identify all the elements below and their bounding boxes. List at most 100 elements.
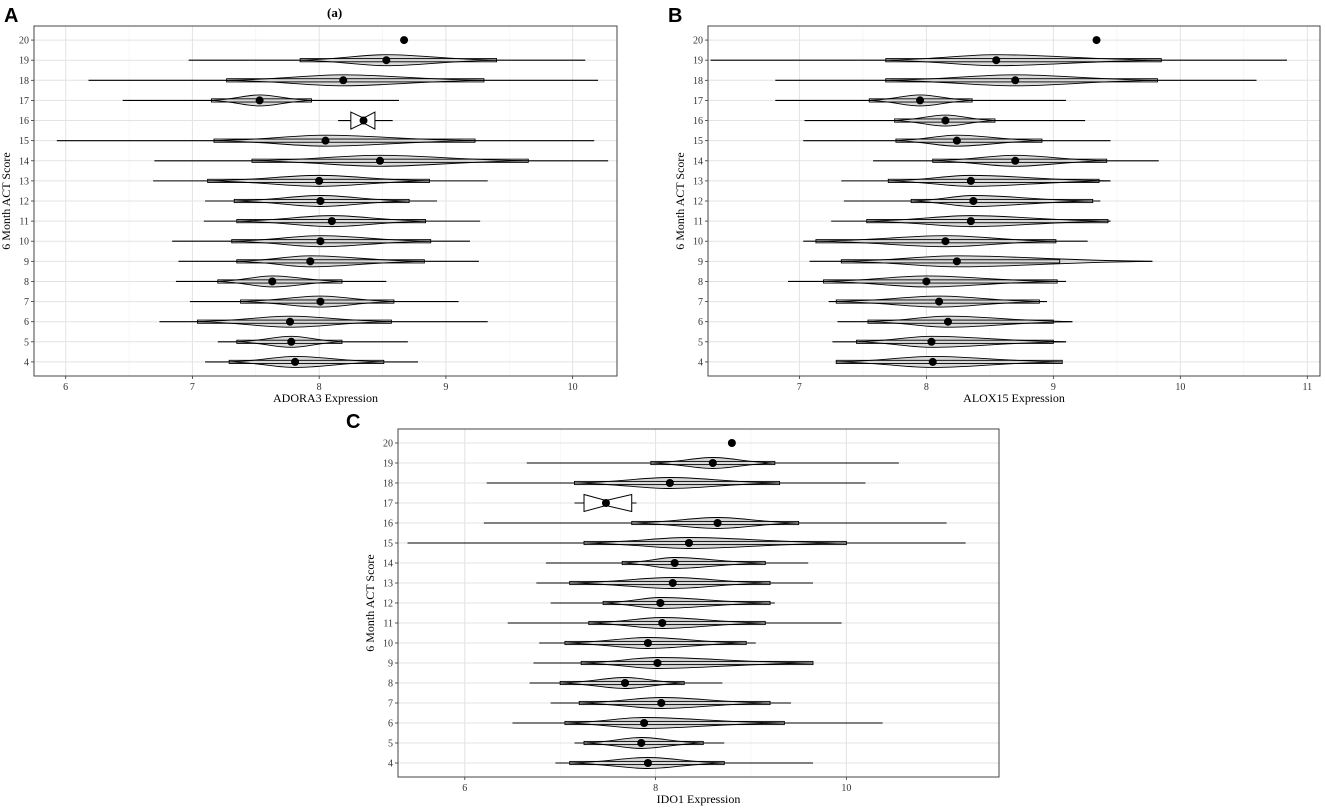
score-group-8 xyxy=(529,677,723,689)
mean-point xyxy=(287,337,296,346)
score-group-19 xyxy=(710,54,1287,67)
y-tick-label: 20 xyxy=(693,36,703,47)
y-tick-label: 16 xyxy=(383,519,393,530)
violin-shape xyxy=(584,537,847,549)
score-group-19 xyxy=(526,457,899,469)
score-group-14 xyxy=(545,557,809,569)
y-tick-label: 4 xyxy=(388,759,393,770)
y-tick-label: 5 xyxy=(388,739,393,750)
mean-point xyxy=(653,659,662,667)
mean-point xyxy=(713,519,722,527)
mean-point xyxy=(927,337,936,346)
score-group-6 xyxy=(837,315,1073,328)
box-rect xyxy=(840,259,1061,264)
violin-shape xyxy=(564,717,785,729)
y-tick-label: 18 xyxy=(383,479,393,490)
y-tick-label: 9 xyxy=(388,659,393,670)
y-tick-label: 5 xyxy=(698,337,703,348)
violin-shape xyxy=(574,477,780,489)
x-tick-label: 10 xyxy=(568,382,578,393)
y-tick-label: 19 xyxy=(693,56,703,67)
mean-point xyxy=(928,357,937,366)
box-rect xyxy=(213,138,476,143)
score-group-8 xyxy=(175,275,387,288)
score-group-16 xyxy=(804,114,1086,127)
y-tick-label: 9 xyxy=(698,257,703,268)
violin-shape xyxy=(823,275,1058,288)
y-tick-label: 7 xyxy=(24,297,29,308)
x-axis-title: IDO1 Expression xyxy=(657,792,741,806)
mean-point xyxy=(935,297,944,306)
score-group-11 xyxy=(507,617,842,629)
y-tick-label: 8 xyxy=(388,679,393,690)
panel-border xyxy=(707,25,1321,377)
x-tick-label: 7 xyxy=(797,382,802,393)
score-group-7 xyxy=(828,295,1048,308)
mean-point xyxy=(268,277,277,286)
y-tick-label: 13 xyxy=(19,176,29,187)
panel-letter: B xyxy=(668,5,682,27)
violin-shape xyxy=(236,255,425,268)
mean-point xyxy=(727,439,736,447)
x-tick-label: 9 xyxy=(1051,382,1056,393)
box-rect xyxy=(885,78,1158,83)
score-group-12 xyxy=(205,195,438,207)
y-tick-label: 4 xyxy=(24,357,29,368)
box-rect xyxy=(815,239,1057,244)
y-axis-title: 6 Month ACT Score xyxy=(0,152,13,249)
violin-shape xyxy=(564,637,747,649)
y-tick-label: 19 xyxy=(19,56,29,67)
y-tick-label: 15 xyxy=(383,539,393,550)
box-rect xyxy=(299,58,498,63)
score-group-15 xyxy=(56,134,595,147)
y-tick-label: 10 xyxy=(693,237,703,248)
score-group-4 xyxy=(205,355,419,368)
score-group-20 xyxy=(1092,36,1101,45)
mean-point xyxy=(637,739,646,747)
mean-point xyxy=(359,116,368,125)
mean-point xyxy=(922,277,931,286)
mean-point xyxy=(621,679,630,687)
score-group-13 xyxy=(841,174,1111,187)
mean-point xyxy=(952,257,961,266)
mean-point xyxy=(316,197,325,205)
score-group-16 xyxy=(338,111,393,130)
y-tick-label: 18 xyxy=(19,76,29,87)
x-tick-label: 8 xyxy=(653,783,658,794)
y-tick-label: 10 xyxy=(383,639,393,650)
score-group-16 xyxy=(483,517,947,529)
violin-shape xyxy=(197,315,392,328)
y-tick-label: 9 xyxy=(24,257,29,268)
score-group-15 xyxy=(407,537,966,549)
mean-point xyxy=(916,96,925,105)
box-rect xyxy=(602,600,771,606)
y-tick-label: 12 xyxy=(19,197,29,208)
box-rect xyxy=(217,279,343,284)
score-group-7 xyxy=(189,295,459,308)
violin-shape xyxy=(251,154,529,167)
y-tick-label: 15 xyxy=(693,136,703,147)
box-rect xyxy=(835,359,1063,364)
y-tick-label: 6 xyxy=(24,317,29,328)
y-tick-label: 7 xyxy=(698,297,703,308)
mean-point xyxy=(643,759,652,767)
score-group-19 xyxy=(188,54,586,67)
mean-point xyxy=(601,499,610,507)
violin-shape xyxy=(300,54,497,67)
score-group-5 xyxy=(574,737,725,749)
y-tick-label: 7 xyxy=(388,699,393,710)
mean-point xyxy=(684,539,693,547)
score-group-6 xyxy=(512,717,883,729)
box-rect xyxy=(251,158,529,163)
panel-letter: A xyxy=(4,5,18,27)
y-tick-label: 12 xyxy=(693,197,703,208)
panel-border xyxy=(397,428,1000,778)
box-rect xyxy=(856,339,1054,344)
y-tick-label: 18 xyxy=(693,76,703,87)
mean-point xyxy=(327,217,336,226)
x-tick-label: 9 xyxy=(443,382,448,393)
score-group-5 xyxy=(217,335,408,348)
score-group-14 xyxy=(873,154,1159,167)
violin-shape xyxy=(841,255,1153,268)
